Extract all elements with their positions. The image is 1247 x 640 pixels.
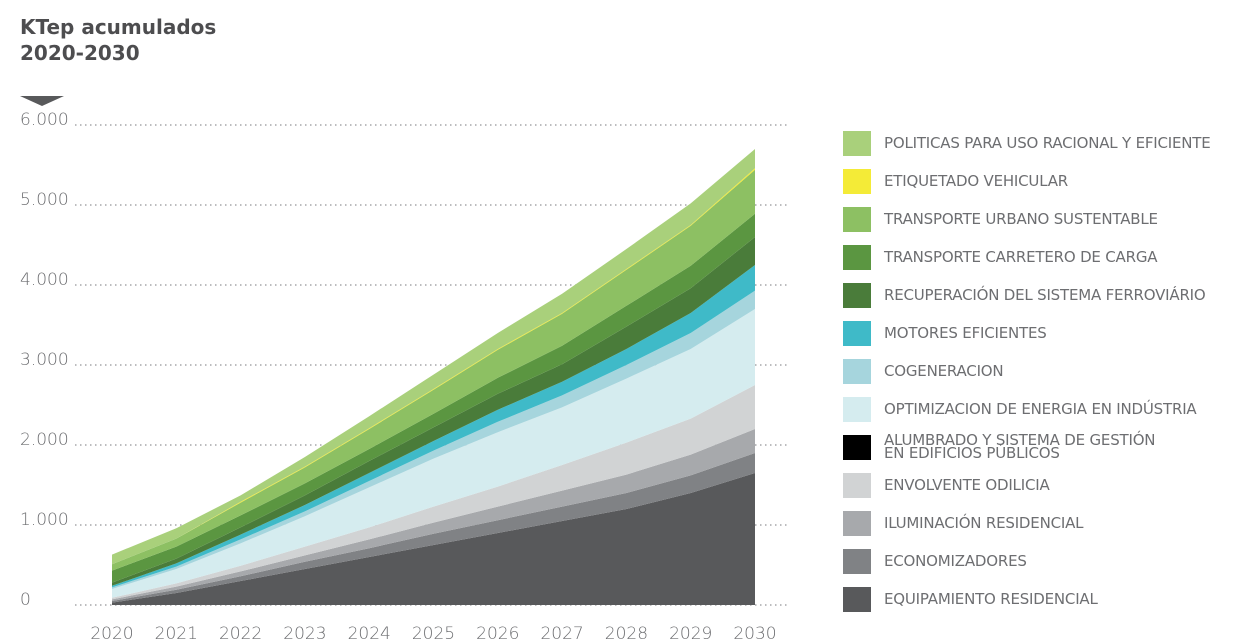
x-tick-label: 2020 <box>90 624 133 640</box>
area <box>112 473 755 605</box>
legend-item: MOTORES EFICIENTES <box>843 314 1211 352</box>
legend-item: ECONOMIZADORES <box>843 542 1211 580</box>
legend-swatch <box>843 358 871 384</box>
legend-label: TRANSPORTE URBANO SUSTENTABLE <box>884 209 1158 228</box>
legend-swatch <box>843 130 871 156</box>
legend-item: TRANSPORTE URBANO SUSTENTABLE <box>843 200 1211 238</box>
x-tick-label: 2024 <box>348 624 391 640</box>
legend-label: RECUPERACIÓN DEL SISTEMA FERROVIÁRIO <box>884 285 1206 304</box>
x-tick-label: 2021 <box>155 624 198 640</box>
axis-marker <box>20 96 64 106</box>
legend-label: OPTIMIZACION DE ENERGIA EN INDÚSTRIA <box>884 399 1197 418</box>
x-tick-label: 2022 <box>219 624 262 640</box>
legend-item: ENVOLVENTE ODILICIA <box>843 466 1211 504</box>
legend-label: TRANSPORTE CARRETERO DE CARGA <box>884 247 1158 266</box>
y-axis-label: KTep acumulados 2020-2030 <box>20 15 216 65</box>
legend-swatch <box>843 282 871 308</box>
legend-label: POLITICAS PARA USO RACIONAL Y EFICIENTE <box>884 133 1211 152</box>
legend-item: ETIQUETADO VEHICULAR <box>843 162 1211 200</box>
legend-item: POLITICAS PARA USO RACIONAL Y EFICIENTE <box>843 124 1211 162</box>
legend-swatch <box>843 472 871 498</box>
y-tick-label: 3.000 <box>20 350 69 370</box>
legend-swatch <box>843 396 871 422</box>
legend-item: RECUPERACIÓN DEL SISTEMA FERROVIÁRIO <box>843 276 1211 314</box>
chart: KTep acumulados 2020-2030 0 1.000 2.000 3.00… <box>20 15 790 640</box>
legend-item: TRANSPORTE CARRETERO DE CARGA <box>843 238 1211 276</box>
legend-label: ECONOMIZADORES <box>884 551 1027 570</box>
x-tick-label: 2027 <box>540 624 583 640</box>
legend-swatch <box>843 320 871 346</box>
legend-item: ALUMBRADO Y SISTEMA DE GESTIÓN EN EDIFIC… <box>843 428 1211 466</box>
legend-item: COGENERACION <box>843 352 1211 390</box>
legend-label: EQUIPAMIENTO RESIDENCIAL <box>884 589 1098 608</box>
y-tick-label: 5.000 <box>20 190 69 210</box>
legend-label: ETIQUETADO VEHICULAR <box>884 171 1068 190</box>
legend-swatch <box>843 434 871 460</box>
x-tick-label: 2030 <box>733 624 776 640</box>
legend-item: EQUIPAMIENTO RESIDENCIAL <box>843 580 1211 618</box>
legend-swatch <box>843 510 871 536</box>
legend-label: ENVOLVENTE ODILICIA <box>884 475 1050 494</box>
x-tick-label: 2025 <box>412 624 455 640</box>
legend-label: ILUMINACIÓN RESIDENCIAL <box>884 513 1084 532</box>
legend-item: ILUMINACIÓN RESIDENCIAL <box>843 504 1211 542</box>
legend-swatch <box>843 548 871 574</box>
y-tick-label: 0 <box>20 590 31 610</box>
y-tick-label: 1.000 <box>20 510 69 530</box>
y-tick-label: 2.000 <box>20 430 69 450</box>
legend-swatch <box>843 586 871 612</box>
legend-swatch <box>843 206 871 232</box>
x-tick-label: 2023 <box>283 624 326 640</box>
x-tick-label: 2029 <box>669 624 712 640</box>
legend-item: OPTIMIZACION DE ENERGIA EN INDÚSTRIA <box>843 390 1211 428</box>
legend-label: ALUMBRADO Y SISTEMA DE GESTIÓN EN EDIFIC… <box>884 431 1156 462</box>
x-tick-label: 2028 <box>605 624 648 640</box>
y-tick-label: 6.000 <box>20 110 69 130</box>
legend-label: COGENERACION <box>884 361 1004 380</box>
legend: POLITICAS PARA USO RACIONAL Y EFICIENTE E… <box>843 124 1211 618</box>
legend-label: MOTORES EFICIENTES <box>884 323 1047 342</box>
y-tick-label: 4.000 <box>20 270 69 290</box>
legend-swatch <box>843 168 871 194</box>
x-tick-label: 2026 <box>476 624 519 640</box>
legend-swatch <box>843 244 871 270</box>
